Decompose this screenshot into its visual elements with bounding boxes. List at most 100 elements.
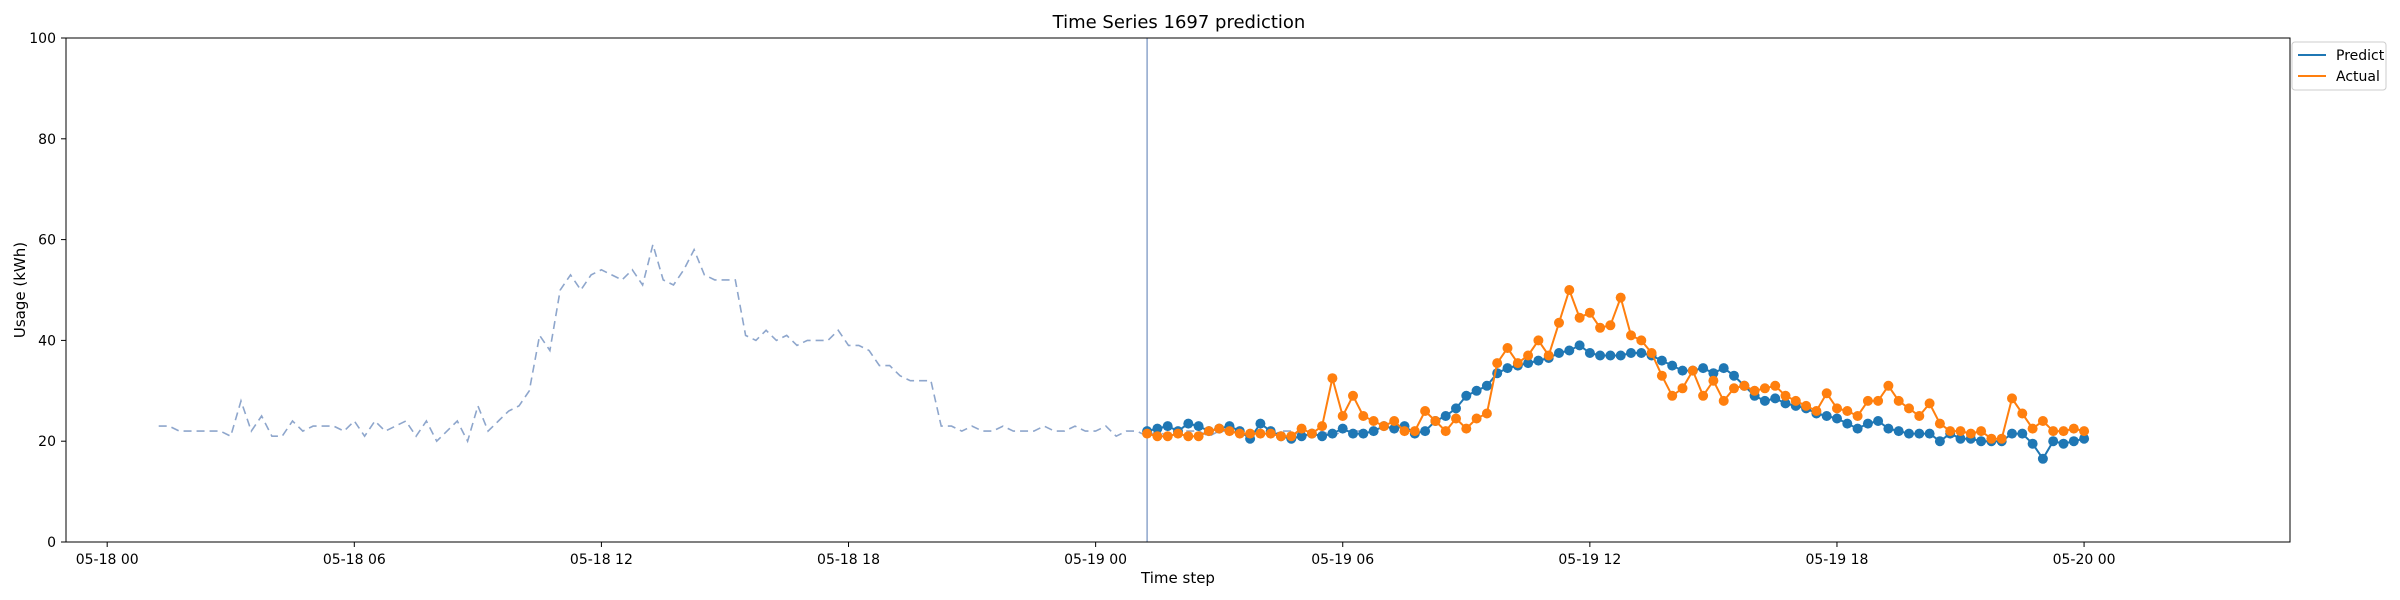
data-point-actual [1636, 335, 1647, 346]
data-point-predict [1193, 421, 1204, 432]
data-point-actual [1317, 421, 1328, 432]
data-point-predict [1533, 355, 1544, 366]
data-point-predict [1698, 363, 1709, 374]
data-point-actual [1749, 385, 1760, 396]
data-point-actual [1471, 413, 1482, 424]
data-point-predict [1759, 395, 1770, 406]
data-point-predict [1440, 411, 1451, 421]
data-point-predict [1821, 411, 1832, 421]
data-point-actual [1924, 398, 1935, 409]
data-point-predict [1780, 398, 1791, 409]
data-point-predict [1574, 340, 1585, 351]
data-point-actual [1214, 423, 1225, 434]
data-point-predict [1893, 426, 1904, 437]
data-point-actual [1306, 428, 1317, 439]
data-point-actual [1368, 416, 1379, 426]
data-point-predict [1420, 426, 1431, 437]
data-point-predict [1554, 348, 1564, 358]
data-point-predict [1718, 363, 1729, 374]
data-point-actual [1801, 400, 1812, 411]
data-point-actual [1574, 312, 1585, 323]
data-point-actual [1481, 408, 1492, 419]
data-point-actual [1440, 426, 1451, 437]
plot-area [158, 38, 2090, 542]
data-point-actual [1914, 411, 1925, 421]
data-point-actual [1883, 380, 1894, 391]
x-tick-label: 05-19 12 [1558, 552, 1621, 568]
data-point-actual [1687, 365, 1698, 376]
data-point-actual [2048, 426, 2059, 437]
data-point-predict [1914, 428, 1925, 439]
data-point-predict [1729, 370, 1739, 381]
data-point-actual [1811, 406, 1822, 416]
data-point-actual [1770, 380, 1781, 391]
data-point-predict [1656, 355, 1667, 366]
data-point-predict [1904, 428, 1914, 439]
data-point-actual [1430, 416, 1441, 426]
data-point-actual [1832, 403, 1842, 414]
data-point-actual [1265, 428, 1276, 439]
data-point-predict [1873, 416, 1884, 426]
data-point-actual [1646, 348, 1657, 358]
data-point-predict [2068, 436, 2079, 447]
x-tick-label: 05-18 12 [570, 552, 633, 568]
x-tick-label: 05-18 06 [323, 552, 386, 568]
data-point-actual [1193, 431, 1204, 442]
data-point-predict [1667, 360, 1678, 371]
data-point-actual [1162, 431, 1173, 442]
data-point-actual [1965, 428, 1976, 439]
data-point-actual [1461, 423, 1472, 434]
data-point-actual [1605, 320, 1616, 331]
data-point-actual [1790, 395, 1801, 406]
data-point-actual [1378, 421, 1389, 432]
legend-label-predict: Predict [2336, 48, 2385, 64]
x-tick-label: 05-18 00 [76, 552, 139, 568]
data-point-predict [1595, 350, 1606, 361]
data-point-predict [2048, 436, 2059, 447]
y-tick-label: 40 [38, 333, 56, 349]
data-point-predict [2079, 433, 2090, 444]
data-point-actual [1842, 406, 1853, 416]
data-point-actual [1708, 375, 1719, 386]
data-point-actual [1945, 426, 1956, 437]
data-point-actual [1821, 388, 1832, 399]
data-point-predict [1471, 385, 1482, 396]
y-tick-label: 20 [38, 434, 56, 450]
data-point-actual [1718, 395, 1729, 406]
x-tick-label: 05-18 18 [817, 552, 880, 568]
data-point-actual [1255, 428, 1266, 439]
data-point-predict [1358, 428, 1369, 439]
data-point-actual [2058, 426, 2069, 437]
data-point-predict [1564, 345, 1575, 356]
data-point-predict [1348, 428, 1358, 439]
data-point-actual [1543, 350, 1554, 361]
data-point-actual [1739, 380, 1750, 391]
history-line [158, 241, 1364, 444]
data-point-actual [2079, 426, 2090, 437]
series-actual [1142, 285, 2090, 444]
data-point-actual [1348, 390, 1358, 401]
data-point-predict [2037, 453, 2048, 464]
data-point-predict [1481, 380, 1492, 391]
data-point-predict [1296, 431, 1307, 442]
legend-label-actual: Actual [2336, 69, 2380, 85]
data-point-predict [1852, 423, 1863, 434]
data-point-actual [1862, 395, 1873, 406]
data-point-predict [2007, 428, 2017, 439]
data-point-predict [1862, 418, 1873, 429]
data-point-predict [1183, 418, 1194, 429]
y-tick-label: 80 [38, 132, 56, 148]
x-tick-label: 05-19 00 [1064, 552, 1127, 568]
data-point-predict [1626, 348, 1636, 358]
x-axis-title: Time step [1140, 569, 1215, 587]
data-point-predict [1162, 421, 1173, 432]
data-point-predict [1677, 365, 1688, 376]
data-point-actual [1409, 426, 1420, 437]
series-predict [1142, 340, 2090, 464]
chart-title: Time Series 1697 prediction [1052, 12, 1306, 33]
data-point-actual [1955, 426, 1966, 437]
y-tick-label: 60 [38, 233, 56, 249]
data-point-actual [1142, 428, 1153, 439]
data-point-actual [1152, 431, 1163, 442]
